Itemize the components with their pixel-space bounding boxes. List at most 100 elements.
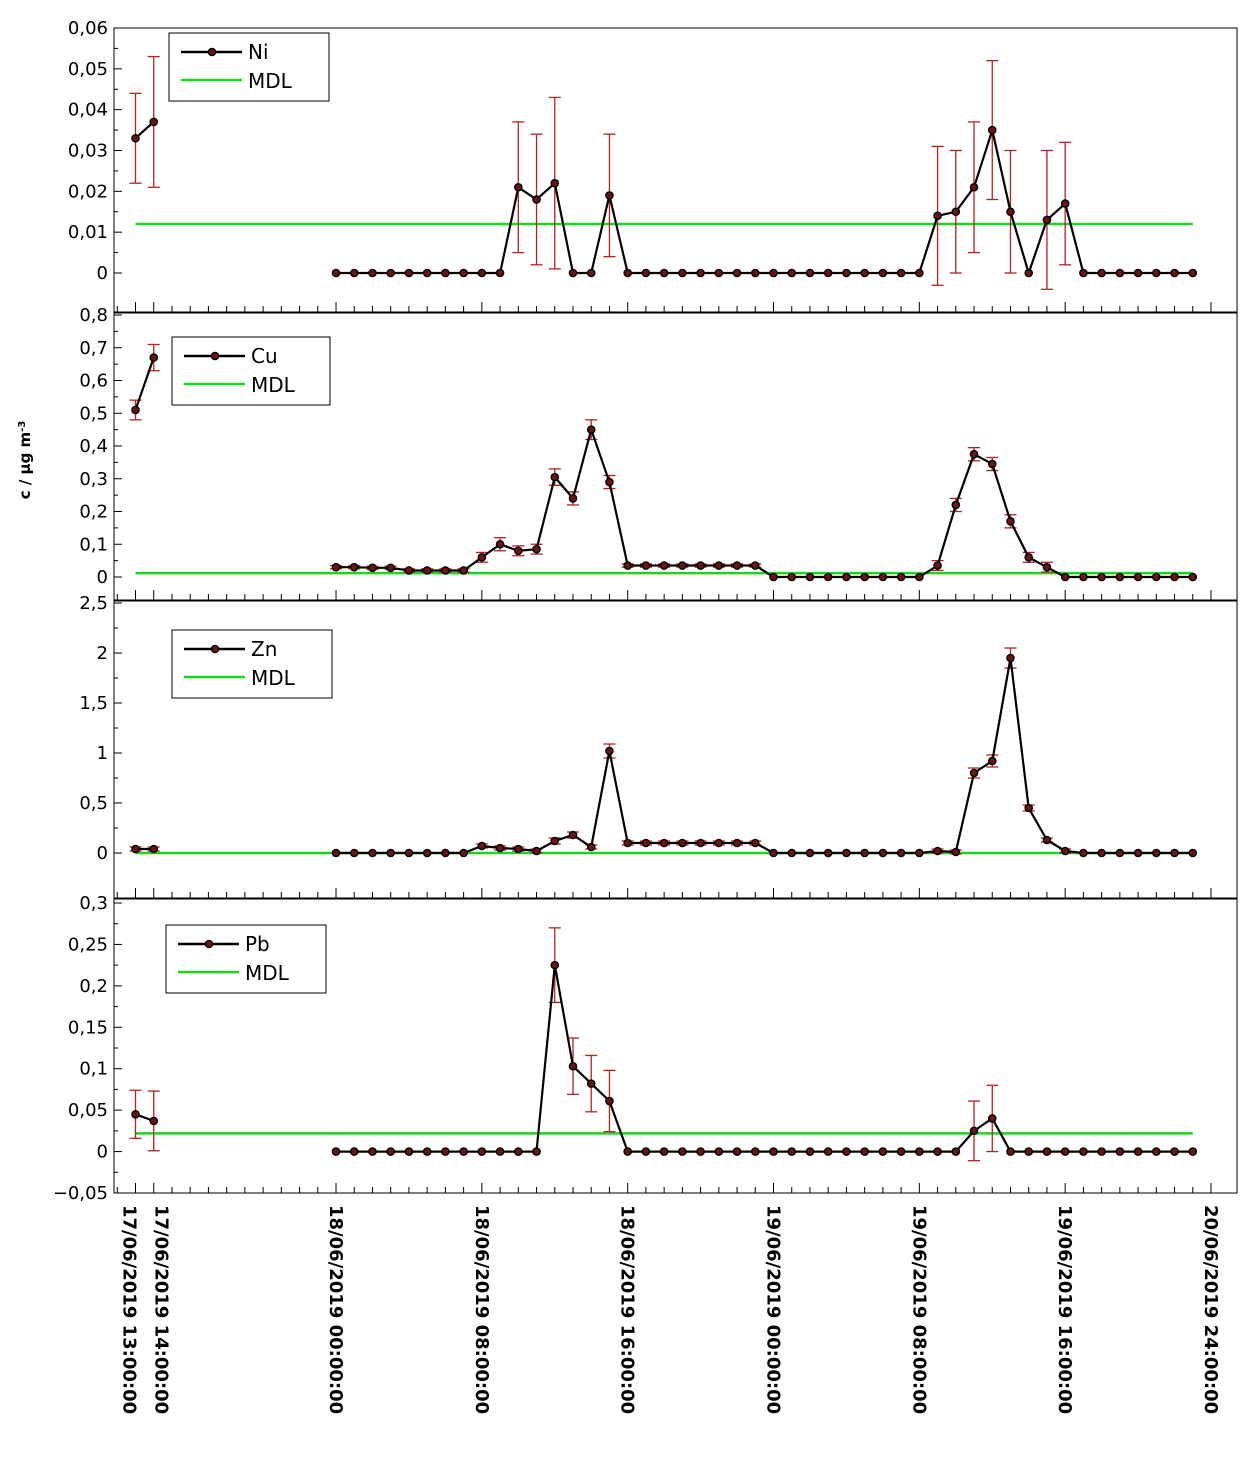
data-point <box>1152 572 1161 582</box>
data-point <box>915 572 924 582</box>
legend-marker <box>204 939 214 949</box>
data-point <box>641 268 651 278</box>
data-point <box>477 841 487 851</box>
legend-marker <box>210 644 220 654</box>
data-point <box>1079 572 1088 582</box>
data-point <box>842 268 851 278</box>
data-point <box>951 500 961 510</box>
data-point <box>331 268 341 278</box>
series-line <box>336 964 1193 1153</box>
data-point <box>514 546 523 556</box>
legend-label: Ni <box>248 40 269 64</box>
data-point <box>605 1096 614 1106</box>
y-tick-label: 0 <box>97 843 108 864</box>
legend-box <box>165 924 327 994</box>
data-point <box>1042 835 1052 845</box>
data-point <box>477 553 487 562</box>
data-point <box>1024 803 1034 813</box>
data-point <box>477 268 487 278</box>
legend-marker <box>207 47 217 57</box>
data-point <box>550 472 560 482</box>
data-point <box>696 838 705 848</box>
data-point <box>1170 1147 1179 1156</box>
data-point <box>878 848 888 858</box>
data-point <box>605 477 614 487</box>
series-line <box>336 657 1193 855</box>
panel-zn: 0 0,5 1 1,5 2 2,5 Zn MDL <box>79 593 1238 899</box>
data-point <box>1060 1147 1070 1156</box>
legend: Pb MDL <box>165 924 327 994</box>
plot-frame <box>113 898 1238 1194</box>
data-point <box>422 1147 432 1156</box>
y-tick-label: 1 <box>97 743 108 764</box>
data-point <box>459 566 468 575</box>
data-point <box>769 572 778 582</box>
data-point <box>1188 268 1198 278</box>
y-tick-label: 2,5 <box>79 593 108 614</box>
data-point <box>805 848 815 858</box>
data-point <box>514 182 523 192</box>
data-point <box>1024 268 1034 278</box>
data-point <box>987 459 997 469</box>
data-point <box>969 449 979 459</box>
data-point <box>1115 572 1125 582</box>
data-point <box>459 1147 468 1156</box>
data-point <box>1133 848 1143 858</box>
data-point <box>368 1147 377 1156</box>
legend-label: MDL <box>248 69 293 93</box>
data-point <box>131 405 140 415</box>
data-point <box>750 268 760 278</box>
x-tick-label: 18/06/2019 16:00:00 <box>617 1205 638 1414</box>
data-point <box>987 1114 997 1123</box>
data-point <box>568 830 578 840</box>
y-tick-label: 0,2 <box>79 976 108 997</box>
legend: Cu MDL <box>171 336 331 406</box>
data-point <box>586 1079 596 1088</box>
data-point <box>404 1147 414 1156</box>
legend-label: Pb <box>245 932 270 956</box>
data-point <box>915 1147 924 1156</box>
data-point <box>987 756 997 766</box>
data-point <box>422 566 432 575</box>
data-point <box>951 207 961 217</box>
y-tick-label: 0,02 <box>68 181 108 202</box>
data-point <box>386 563 396 573</box>
data-point <box>1079 268 1088 278</box>
data-point <box>568 1061 578 1071</box>
data-point <box>659 268 669 278</box>
x-tick-label: 19/06/2019 00:00:00 <box>763 1205 784 1414</box>
data-point <box>696 561 705 570</box>
legend-label: Cu <box>251 344 278 368</box>
data-point <box>349 1147 359 1156</box>
data-point <box>368 268 377 278</box>
data-point <box>1060 572 1070 582</box>
data-point <box>586 842 596 852</box>
data-point <box>1115 848 1125 858</box>
y-tick-label: 0,3 <box>79 893 108 914</box>
data-point <box>823 1147 833 1156</box>
data-point <box>696 268 705 278</box>
x-tick-label: 18/06/2019 08:00:00 <box>471 1205 492 1414</box>
panel-pb: −0,05 0 0,05 0,1 0,15 0,2 0,25 0,3 Pb MDL <box>53 893 1238 1204</box>
data-point <box>641 1147 651 1156</box>
data-point <box>969 768 979 778</box>
data-point <box>131 1109 140 1119</box>
data-point <box>586 425 596 434</box>
data-point <box>495 843 505 853</box>
data-point <box>1188 572 1198 582</box>
data-point <box>933 846 942 856</box>
data-point <box>750 1147 760 1156</box>
data-point <box>860 268 869 278</box>
panel-cu: 0 0,1 0,2 0,3 0,4 0,5 0,6 0,7 0,8 Cu MDL <box>79 305 1238 601</box>
data-point <box>842 572 851 582</box>
data-point <box>823 848 833 858</box>
data-point <box>769 848 778 858</box>
data-point <box>1006 653 1015 663</box>
data-point <box>1006 1147 1015 1156</box>
data-point <box>769 268 778 278</box>
data-point <box>1042 562 1052 572</box>
data-point <box>623 268 632 278</box>
y-tick-label: 0 <box>97 567 108 588</box>
data-point <box>441 566 450 575</box>
data-point <box>1170 572 1179 582</box>
